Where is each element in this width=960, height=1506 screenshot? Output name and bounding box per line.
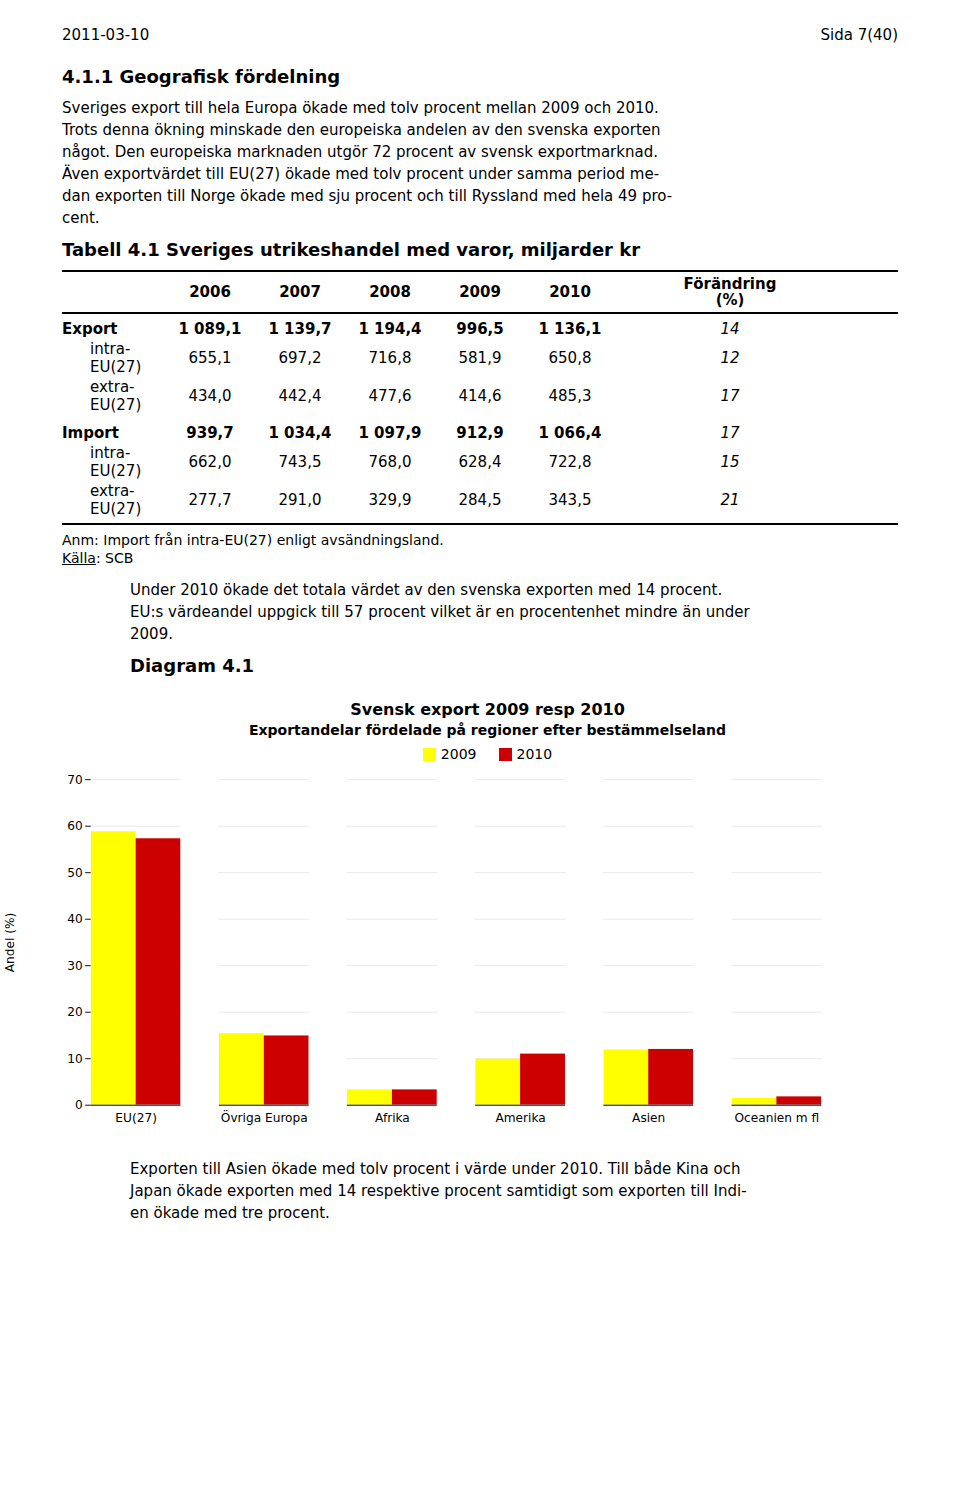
html-text:en ökade med tre procent.: en ökade med tre procent. — [130, 1204, 330, 1223]
html-text:655,1: 655,1 — [188, 349, 232, 367]
html-text:extra-EU(27): extra-EU(27) — [90, 482, 142, 518]
html-text:996,5: 996,5 — [456, 320, 504, 338]
svg-text:10: 10 — [67, 1052, 82, 1066]
html-text:716,8: 716,8 — [368, 349, 412, 367]
html-text:697,2: 697,2 — [278, 349, 322, 367]
html-text:434,0: 434,0 — [188, 387, 232, 405]
html-text:Exportandelar fördelade på reg: Exportandelar fördelade på regioner efte… — [249, 722, 726, 738]
html-text:2011-03-10: 2011-03-10 — [62, 26, 150, 44]
html-text:17: 17 — [720, 387, 740, 405]
html-text:Källa: SCB: Källa: SCB — [62, 550, 134, 566]
svg-text:Amerika: Amerika — [495, 1111, 545, 1125]
html-text:15: 15 — [720, 453, 740, 471]
html-text:Sveriges export till hela Euro: Sveriges export till hela Europa ökade m… — [62, 99, 659, 117]
html-text:1 097,9: 1 097,9 — [358, 424, 422, 442]
html-text:912,9: 912,9 — [456, 424, 504, 442]
svg-text:40: 40 — [67, 912, 82, 926]
svg-text:Andel (%): Andel (%) — [3, 913, 17, 972]
html-text:1 089,1: 1 089,1 — [178, 320, 242, 338]
html-text:intra-EU(27): intra-EU(27) — [90, 444, 142, 480]
html-text:Japan ökade exporten med 14 re: Japan ökade exporten med 14 respektive p… — [130, 1182, 747, 1201]
html-text:2010: 2010 — [549, 283, 591, 301]
html-text:442,4: 442,4 — [278, 387, 322, 405]
html-text:1 136,1: 1 136,1 — [538, 320, 602, 338]
html-text:Import: Import — [62, 424, 119, 442]
html-text:628,4: 628,4 — [458, 453, 502, 471]
html-text:477,6: 477,6 — [368, 387, 412, 405]
html-text:4.1.1 Geografisk fördelning: 4.1.1 Geografisk fördelning — [62, 66, 341, 87]
html-text:cent.: cent. — [62, 209, 100, 227]
svg-text:EU(27): EU(27) — [115, 1111, 157, 1125]
html-text:extra-EU(27): extra-EU(27) — [90, 378, 142, 414]
svg-text:50: 50 — [67, 866, 82, 880]
html-text:722,8: 722,8 — [548, 453, 592, 471]
html-text:Under 2010 ökade det totala vä: Under 2010 ökade det totala värdet av de… — [130, 581, 723, 599]
html-text:något. Den europeiska marknade: något. Den europeiska marknaden utgör 72… — [62, 143, 658, 161]
html-text:dan exporten till Norge ökade: dan exporten till Norge ökade med sju pr… — [62, 187, 673, 205]
html-text:2006: 2006 — [189, 283, 231, 301]
html-text:Export: Export — [62, 320, 118, 338]
html-text:1 194,4: 1 194,4 — [358, 320, 422, 338]
html-text:414,6: 414,6 — [458, 387, 502, 405]
html-text:Svensk export 2009 resp 2010: Svensk export 2009 resp 2010 — [350, 700, 625, 719]
html-text:743,5: 743,5 — [278, 453, 322, 471]
html-text:768,0: 768,0 — [368, 453, 412, 471]
svg-text:Övriga Europa: Övriga Europa — [221, 1109, 308, 1125]
svg-text:Oceanien m fl: Oceanien m fl — [735, 1111, 820, 1125]
html-text:21: 21 — [720, 491, 740, 509]
svg-text:70: 70 — [67, 773, 82, 787]
html-text:intra-EU(27): intra-EU(27) — [90, 340, 142, 376]
svg-text:20: 20 — [67, 1005, 82, 1019]
html-text:650,8: 650,8 — [548, 349, 592, 367]
html-text:Diagram 4.1: Diagram 4.1 — [130, 655, 255, 676]
html-text:14: 14 — [720, 320, 740, 338]
html-text:2007: 2007 — [279, 283, 321, 301]
html-text:Anm: Import från intra-EU(27): Anm: Import från intra-EU(27) enligt avs… — [62, 532, 444, 548]
html-text:329,9: 329,9 — [368, 491, 412, 509]
svg-text:30: 30 — [67, 959, 82, 973]
svg-text:Afrika: Afrika — [375, 1111, 410, 1125]
html-text:284,5: 284,5 — [458, 491, 502, 509]
html-text:Exporten till Asien ökade med: Exporten till Asien ökade med tolv proce… — [130, 1160, 741, 1179]
html-text:1 139,7: 1 139,7 — [268, 320, 332, 338]
svg-text:60: 60 — [67, 819, 82, 833]
html-text:277,7: 277,7 — [188, 491, 232, 509]
html-text:581,9: 581,9 — [458, 349, 502, 367]
html-text:12: 12 — [720, 349, 740, 367]
html-text:EU:s värdeandel uppgick till 5: EU:s värdeandel uppgick till 57 procent … — [130, 603, 750, 621]
html-text:2009: 2009 — [459, 283, 501, 301]
html-text:2009: 2009 — [440, 746, 477, 762]
html-text:Även exportvärdet till EU(27): Även exportvärdet till EU(27) ökade med … — [62, 165, 660, 183]
html-text:1 066,4: 1 066,4 — [538, 424, 602, 442]
svg-text:Asien: Asien — [632, 1111, 665, 1125]
html-text:485,3: 485,3 — [548, 387, 592, 405]
html-text:939,7: 939,7 — [186, 424, 234, 442]
svg-text:0: 0 — [75, 1098, 83, 1112]
html-text:662,0: 662,0 — [188, 453, 232, 471]
html-text:2008: 2008 — [369, 283, 411, 301]
html-text:343,5: 343,5 — [548, 491, 592, 509]
html-text:Tabell 4.1 Sveriges utrikeshan: Tabell 4.1 Sveriges utrikeshandel med va… — [62, 239, 641, 260]
html-text:291,0: 291,0 — [278, 491, 322, 509]
html-text:Trots denna ökning minskade de: Trots denna ökning minskade den europeis… — [62, 121, 661, 139]
html-text:2009.: 2009. — [130, 625, 173, 643]
html-text:Förändring: Förändring — [683, 275, 777, 293]
html-text:Sida 7(40): Sida 7(40) — [820, 26, 898, 44]
html-text:2010: 2010 — [516, 746, 553, 762]
html-text:1 034,4: 1 034,4 — [268, 424, 332, 442]
html-text:17: 17 — [720, 424, 740, 442]
